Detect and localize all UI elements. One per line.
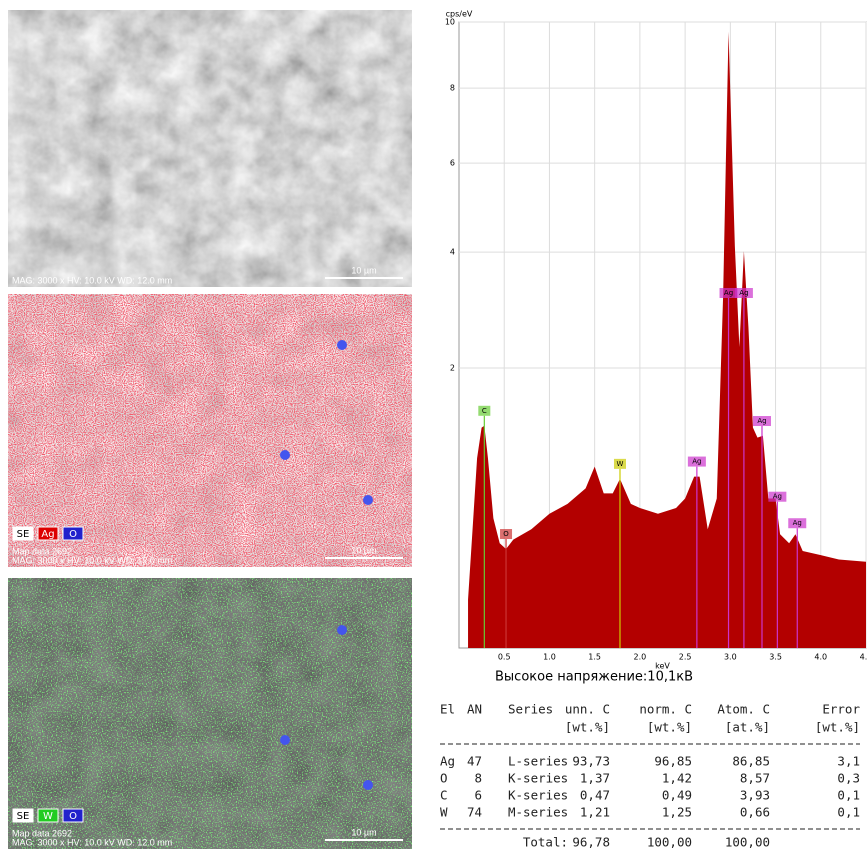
table-header: unn. C xyxy=(565,702,610,717)
table-total: 96,78 xyxy=(572,835,610,850)
x-tick-label: 1.5 xyxy=(588,653,601,662)
x-tick-label: 4.0 xyxy=(814,653,827,662)
element-label: Ag xyxy=(692,458,701,466)
element-label: W xyxy=(617,460,624,468)
table-cell: 0,66 xyxy=(740,805,770,820)
table-cell: 93,73 xyxy=(572,754,610,769)
table-header: norm. C xyxy=(639,702,692,717)
table-cell: 3,93 xyxy=(740,788,770,803)
y-tick-label: 8 xyxy=(450,84,455,93)
table-cell: W xyxy=(440,805,448,820)
table-unit: [wt.%] xyxy=(815,720,860,735)
legend-label: O xyxy=(69,811,77,822)
map-label: Map data 2692 xyxy=(12,546,72,556)
x-tick-label: 0.5 xyxy=(498,653,511,662)
w-map xyxy=(8,578,412,849)
table-cell: C xyxy=(440,788,448,803)
x-tick-label: 3.5 xyxy=(769,653,782,662)
caption: MAG: 3000 x HV: 10.0 kV WD: 12.0 mm xyxy=(12,275,172,285)
table-cell: 86,85 xyxy=(732,754,770,769)
x-tick-label: 3.0 xyxy=(724,653,737,662)
table-cell: 1,42 xyxy=(662,771,692,786)
legend-label: O xyxy=(69,529,77,540)
y-tick-label: 10 xyxy=(445,18,455,27)
table-unit: [wt.%] xyxy=(647,720,692,735)
x-tick-label: 1.0 xyxy=(543,653,556,662)
table-cell: 0,1 xyxy=(837,805,860,820)
table-cell: 96,85 xyxy=(654,754,692,769)
table-total: Total: xyxy=(523,835,568,850)
table-cell: 0,1 xyxy=(837,788,860,803)
element-label: C xyxy=(482,407,487,415)
table-cell: 1,37 xyxy=(580,771,610,786)
table-cell: K-series xyxy=(508,788,568,803)
table-cell: M-series xyxy=(508,805,568,820)
legend-label: SE xyxy=(17,529,30,540)
ag-map xyxy=(8,294,412,567)
table-cell: 8 xyxy=(474,771,482,786)
table-header: Series xyxy=(508,702,553,717)
scale-label: 10 µm xyxy=(351,265,376,275)
scale-label: 10 µm xyxy=(351,827,376,837)
element-label: O xyxy=(503,530,509,538)
table-cell: 8,57 xyxy=(740,771,770,786)
y-axis-label: cps/eV xyxy=(446,10,473,19)
table-cell: O xyxy=(440,771,448,786)
legend-label: Ag xyxy=(41,529,54,540)
table-cell: 47 xyxy=(467,754,482,769)
y-tick-label: 4 xyxy=(450,248,455,257)
table-header: Atom. C xyxy=(717,702,770,717)
table-unit: [wt.%] xyxy=(565,720,610,735)
table-cell: 0,47 xyxy=(580,788,610,803)
table-header: El xyxy=(440,702,455,717)
element-label: Ag xyxy=(757,417,766,425)
x-tick-label: 4.5 xyxy=(860,653,867,662)
table-cell: 74 xyxy=(467,805,482,820)
table-cell: K-series xyxy=(508,771,568,786)
map-label: Map data 2692 xyxy=(12,828,72,838)
element-label: Ag xyxy=(724,289,733,297)
table-total: 100,00 xyxy=(647,835,692,850)
legend-label: W xyxy=(43,811,53,822)
subtitle: Высокое напряжение:10,1кВ xyxy=(495,670,693,685)
table-cell: 0,3 xyxy=(837,771,860,786)
caption: MAG: 3000 x HV: 10.0 kV WD: 12.0 mm xyxy=(12,555,172,565)
scale-label: 10 µm xyxy=(351,545,376,555)
table-cell: L-series xyxy=(508,754,568,769)
table-header: AN xyxy=(467,702,482,717)
element-label: Ag xyxy=(739,289,748,297)
element-label: Ag xyxy=(793,519,802,527)
table-cell: 0,49 xyxy=(662,788,692,803)
table-cell: 1,25 xyxy=(662,805,692,820)
table-cell: 1,21 xyxy=(580,805,610,820)
y-tick-label: 6 xyxy=(450,159,455,168)
y-tick-label: 2 xyxy=(450,364,455,373)
caption: MAG: 3000 x HV: 10.0 kV WD: 12.0 mm xyxy=(12,837,172,847)
table-header: Error xyxy=(822,702,860,717)
x-tick-label: 2.0 xyxy=(634,653,647,662)
legend-label: SE xyxy=(17,811,30,822)
table-total: 100,00 xyxy=(725,835,770,850)
page: MAG: 3000 x HV: 10.0 kV WD: 12.0 mm 10 µm… xyxy=(0,0,867,850)
table-cell: Ag xyxy=(440,754,455,769)
sem-image xyxy=(8,10,412,287)
table-unit: [at.%] xyxy=(725,720,770,735)
table-cell: 3,1 xyxy=(837,754,860,769)
table-cell: 6 xyxy=(474,788,482,803)
element-label: Ag xyxy=(773,493,782,501)
x-tick-label: 2.5 xyxy=(679,653,692,662)
